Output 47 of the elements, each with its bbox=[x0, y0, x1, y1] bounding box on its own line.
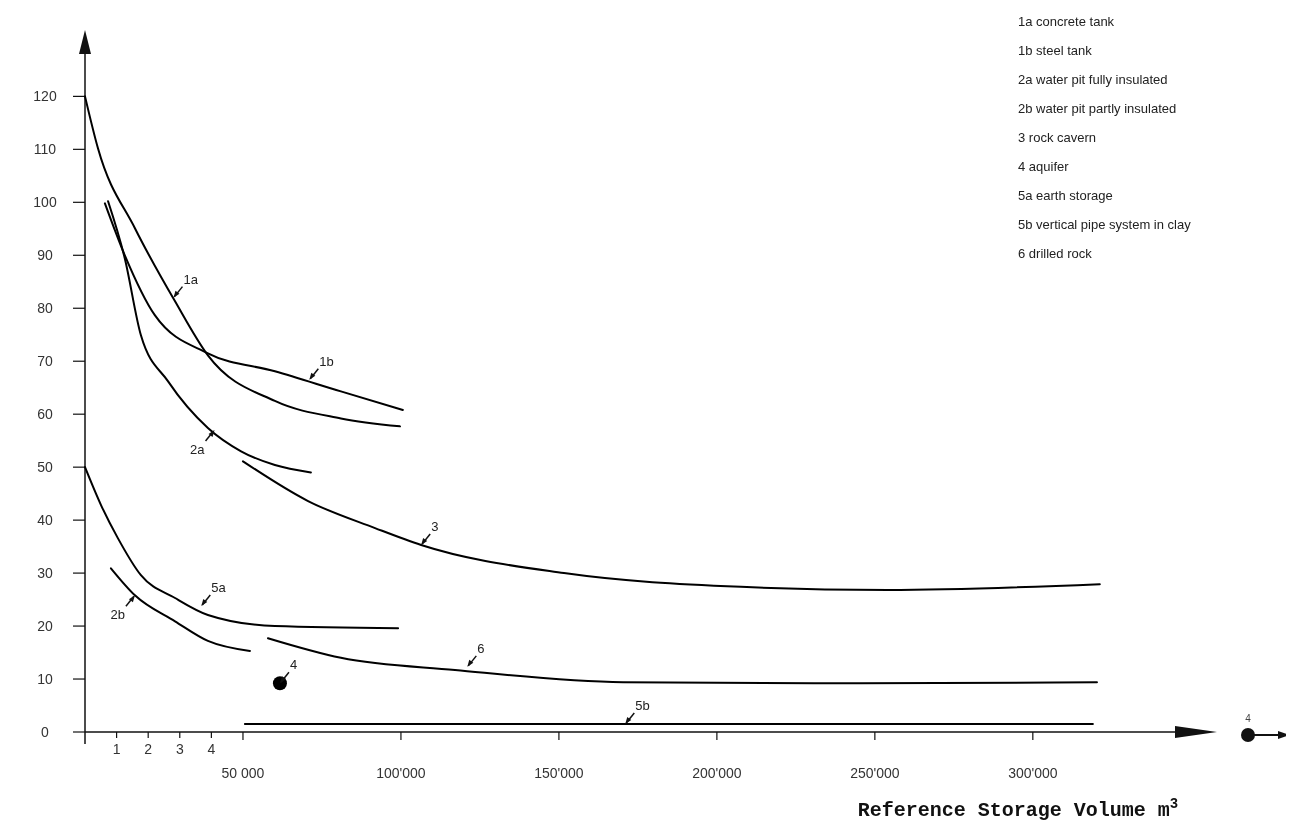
y-tick-label: 50 bbox=[37, 459, 53, 476]
x2-tick-label: 4 bbox=[207, 741, 216, 757]
annotation: 1a bbox=[183, 271, 199, 287]
annotation: 3 bbox=[431, 519, 439, 535]
annotation: 1b steel tank bbox=[1018, 43, 1093, 58]
y-tick-label: 0 bbox=[41, 723, 50, 740]
y-tick-label: 30 bbox=[37, 564, 53, 581]
x-tick-label: 200'000 bbox=[692, 765, 742, 781]
annotation: 6 drilled rock bbox=[1018, 246, 1093, 261]
x-tick-label: 250'000 bbox=[850, 765, 900, 781]
x2-tick-label: 1 bbox=[112, 741, 121, 757]
text: 1a concrete tank bbox=[1018, 14, 1115, 29]
line-series bbox=[109, 567, 251, 652]
x-tick-label: 50 000 bbox=[221, 765, 265, 781]
y-tick-label: 70 bbox=[37, 353, 53, 370]
annotation: 6 bbox=[477, 640, 485, 656]
annotation: 2a water pit fully insulated bbox=[1018, 72, 1168, 87]
y-tick-label: 110 bbox=[33, 141, 57, 158]
y-tick-label: 40 bbox=[37, 512, 53, 529]
annotation: 3 rock cavern bbox=[1018, 130, 1097, 145]
y-tick-label: 120 bbox=[33, 88, 57, 105]
annotation: 2b bbox=[110, 607, 125, 623]
annotation: 2a bbox=[190, 442, 206, 458]
line-series bbox=[84, 466, 400, 630]
annotation: 5b bbox=[635, 698, 650, 714]
line-series bbox=[266, 637, 1098, 685]
annotation: 5b vertical pipe system in clay bbox=[1018, 217, 1192, 232]
y-tick-label: 10 bbox=[37, 670, 53, 687]
y-tick-label: 80 bbox=[37, 300, 53, 317]
x2-tick-label: 2 bbox=[144, 741, 153, 757]
text: 4 bbox=[1245, 713, 1252, 724]
annotation: 4 bbox=[289, 657, 298, 673]
line-series bbox=[241, 460, 1101, 592]
annotation: 2b water pit partly insulated bbox=[1018, 101, 1177, 116]
y-tick-label: 90 bbox=[37, 247, 53, 264]
y-tick-label: 60 bbox=[37, 406, 53, 423]
annotation: 5a bbox=[211, 579, 227, 595]
y-tick-label: 100 bbox=[33, 194, 57, 211]
annotation: 5a earth storage bbox=[1018, 188, 1113, 203]
annotation: 1b bbox=[319, 353, 334, 369]
x-tick-label: 150'000 bbox=[534, 765, 584, 781]
annotation: 4 aquifer bbox=[1018, 159, 1070, 174]
y-tick-label: 20 bbox=[37, 617, 53, 634]
x2-tick-label: 3 bbox=[175, 741, 184, 757]
x-axis-title: Reference Storage Volume m$^{3}$ bbox=[857, 796, 1179, 822]
x-tick-label: 300'000 bbox=[1008, 765, 1058, 781]
x-tick-label: 100'000 bbox=[376, 765, 426, 781]
